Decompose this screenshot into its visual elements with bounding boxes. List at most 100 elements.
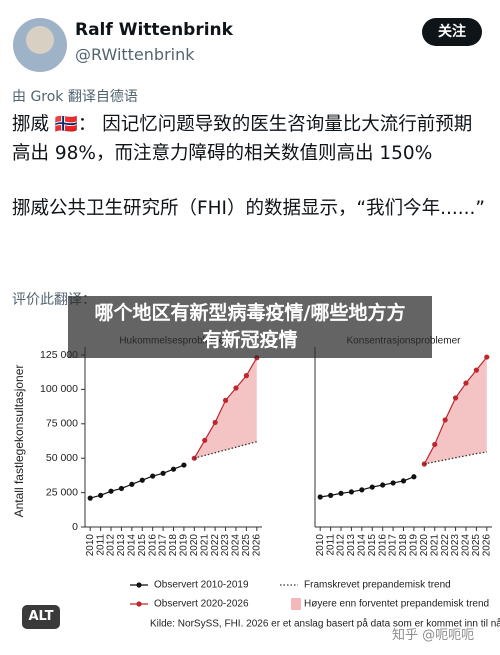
- x-tick-label: 2021: [199, 534, 210, 557]
- data-point: [233, 385, 239, 391]
- avatar-face: [26, 26, 54, 54]
- x-tick-label: 2010: [85, 534, 96, 557]
- x-tick-label: 2012: [106, 534, 117, 557]
- x-tick-label: 2023: [220, 534, 231, 557]
- data-point: [98, 492, 104, 498]
- data-point: [317, 494, 323, 500]
- data-point: [411, 474, 417, 480]
- x-tick-label: 2019: [409, 534, 420, 557]
- legend-label: Høyere enn forventet prepandemisk trend: [304, 599, 489, 610]
- watermark: 知乎 @呃呃呃: [392, 628, 475, 643]
- x-tick-label: 2025: [241, 534, 252, 557]
- data-point: [129, 481, 135, 487]
- x-tick-label: 2022: [440, 534, 451, 557]
- handle[interactable]: @RWittenbrink: [75, 45, 195, 64]
- x-tick-label: 2020: [189, 534, 200, 557]
- legend-label: Observert 2010-2019: [154, 580, 249, 591]
- x-tick-label: 2024: [231, 534, 242, 557]
- x-tick-label: 2015: [367, 534, 378, 557]
- x-tick-label: 2026: [251, 534, 262, 557]
- x-tick-label: 2011: [95, 534, 106, 556]
- x-tick-label: 2016: [377, 534, 388, 557]
- x-tick-label: 2018: [168, 534, 179, 557]
- overlay-banner: 哪个地区有新型病毒疫情/哪些地方方 有新冠疫情: [68, 296, 432, 358]
- y-tick-label: 25 000: [46, 486, 78, 498]
- paragraph: 挪威公共卫生研究所（FHI）的数据显示，“我们今年......”: [12, 198, 485, 219]
- y-tick-label: 0: [72, 521, 78, 533]
- series-line: [320, 476, 415, 498]
- x-tick-label: 2023: [450, 534, 461, 557]
- data-point: [181, 462, 187, 468]
- data-point: [432, 441, 438, 448]
- excess-area: [194, 357, 257, 459]
- y-tick-label: 50 000: [46, 452, 78, 464]
- data-point: [442, 417, 448, 423]
- series-line: [424, 451, 487, 465]
- chart-source: Kilde: NorSySS, FHI. 2026 er et anslag b…: [150, 618, 500, 630]
- data-point: [222, 397, 229, 404]
- data-point: [243, 373, 249, 379]
- x-tick-label: 2019: [179, 534, 190, 557]
- data-point: [328, 492, 334, 498]
- y-axis-label: Antall fastlegekonsultasjoner: [12, 365, 26, 518]
- data-point: [463, 380, 469, 386]
- legend-marker: [136, 601, 142, 607]
- author[interactable]: Ralf Wittenbrink: [75, 20, 233, 40]
- translation-note: 由 Grok 翻译自德语: [12, 89, 138, 105]
- x-tick-label: 2013: [346, 534, 357, 557]
- x-tick-label: 2010: [315, 534, 326, 557]
- series-line: [194, 441, 257, 459]
- legend-label: Observert 2020-2026: [154, 599, 249, 610]
- x-tick-label: 2012: [336, 534, 347, 557]
- overlay-line: 有新冠疫情: [202, 329, 298, 351]
- x-tick-label: 2021: [429, 534, 440, 557]
- x-tick-label: 2011: [325, 534, 336, 556]
- data-point: [484, 354, 490, 360]
- x-tick-label: 2013: [116, 534, 127, 557]
- alt-badge[interactable]: ALT: [22, 605, 60, 629]
- data-point: [400, 478, 407, 484]
- x-tick-label: 2018: [398, 534, 409, 557]
- data-point: [390, 480, 396, 486]
- legend-swatch: [291, 598, 301, 610]
- data-point: [348, 489, 355, 495]
- x-tick-label: 2016: [147, 534, 158, 557]
- data-point: [160, 470, 166, 476]
- data-point: [191, 455, 197, 461]
- data-point: [338, 490, 344, 496]
- charts: HukommelsesproblemerAntall fastlegekonsu…: [12, 336, 500, 630]
- data-point: [170, 466, 177, 472]
- data-point: [108, 488, 114, 494]
- data-point: [212, 419, 218, 426]
- legend-marker: [136, 582, 142, 588]
- x-tick-label: 2024: [461, 534, 472, 557]
- data-point: [139, 477, 145, 483]
- legend-label: Framskrevet prepandemisk trend: [304, 580, 451, 591]
- x-tick-label: 2014: [126, 534, 137, 557]
- data-point: [118, 485, 125, 492]
- x-tick-label: 2025: [471, 534, 482, 557]
- x-tick-label: 2015: [137, 534, 148, 557]
- data-point: [369, 484, 375, 490]
- follow-button[interactable]: 关注: [422, 18, 482, 46]
- data-point: [452, 395, 459, 401]
- data-point: [380, 482, 386, 488]
- excess-area: [424, 357, 487, 464]
- x-tick-label: 2022: [210, 534, 221, 557]
- y-tick-label: 100 000: [40, 383, 78, 395]
- overlay-line: 哪个地区有新型病毒疫情/哪些地方方: [94, 302, 406, 324]
- post-text: 挪威 🇳🇴： 因记忆问题导致的医生咨询量比大流行前预期高出 98%，而注意力障碍…: [12, 110, 488, 223]
- x-tick-label: 2014: [356, 534, 367, 557]
- x-tick-label: 2020: [419, 534, 430, 557]
- data-point: [202, 437, 208, 443]
- y-tick-label: 75 000: [46, 418, 78, 430]
- series-line: [90, 464, 185, 499]
- x-tick-label: 2017: [158, 534, 169, 557]
- data-point: [87, 495, 93, 501]
- data-point: [150, 473, 156, 479]
- paragraph: 挪威 🇳🇴： 因记忆问题导致的医生咨询量比大流行前预期高出 98%，而注意力障碍…: [12, 114, 473, 164]
- x-tick-label: 2017: [388, 534, 399, 557]
- data-point: [359, 487, 365, 493]
